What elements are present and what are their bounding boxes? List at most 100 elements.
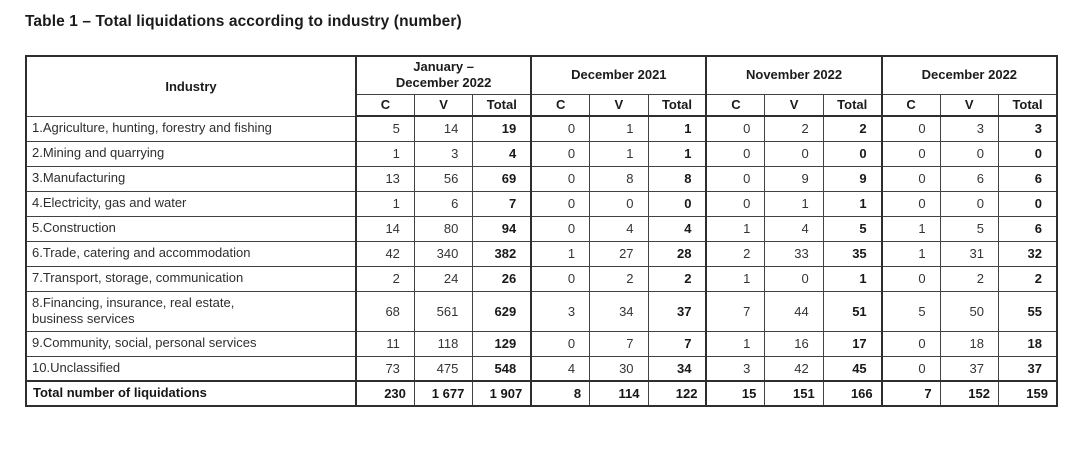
value-cell: 629 [472, 290, 532, 332]
table-row: 1.Agriculture, hunting, forestry and fis… [25, 115, 1058, 142]
column-group-jan-dec-2022: January – December 2022 [354, 55, 532, 95]
value-cell: 1 [647, 140, 707, 167]
value-cell: 1 [354, 190, 415, 217]
value-cell: 37 [939, 355, 999, 382]
value-cell: 27 [589, 240, 649, 267]
subheader-c: C [705, 93, 766, 117]
value-cell: 94 [472, 215, 532, 242]
value-cell: 51 [822, 290, 883, 332]
value-cell: 37 [647, 290, 707, 332]
value-cell: 0 [880, 265, 941, 292]
value-cell: 0 [530, 190, 591, 217]
total-row: Total number of liquidations 230 1 677 1… [25, 380, 1058, 407]
table-row: 4.Electricity, gas and water 1 6 7 0 0 0… [25, 190, 1058, 217]
subheader-v: V [939, 93, 999, 117]
table-row: 7.Transport, storage, communication 2 24… [25, 265, 1058, 292]
value-cell: 7 [647, 330, 707, 357]
value-cell: 166 [822, 380, 883, 407]
value-cell: 2 [354, 265, 415, 292]
value-cell: 3 [530, 290, 591, 332]
value-cell: 0 [822, 140, 883, 167]
table-row: 3.Manufacturing 13 56 69 0 8 8 0 9 9 0 6… [25, 165, 1058, 192]
value-cell: 0 [530, 140, 591, 167]
industry-label: 10.Unclassified [25, 355, 357, 382]
table-row: 5.Construction 14 80 94 0 4 4 1 4 5 1 5 … [25, 215, 1058, 242]
industry-label: 1.Agriculture, hunting, forestry and fis… [25, 115, 357, 142]
value-cell: 18 [939, 330, 999, 357]
value-cell: 0 [530, 265, 591, 292]
subheader-c: C [530, 93, 591, 117]
value-cell: 28 [647, 240, 707, 267]
value-cell: 14 [413, 115, 474, 142]
value-cell: 9 [764, 165, 824, 192]
subheader-total: Total [472, 93, 532, 117]
value-cell: 0 [880, 190, 941, 217]
value-cell: 1 [354, 140, 415, 167]
value-cell: 5 [880, 290, 941, 332]
subheader-c: C [354, 93, 415, 117]
value-cell: 42 [354, 240, 415, 267]
table-row: 6.Trade, catering and accommodation 42 3… [25, 240, 1058, 267]
value-cell: 0 [997, 190, 1058, 217]
value-cell: 2 [764, 115, 824, 142]
value-cell: 1 [880, 215, 941, 242]
value-cell: 2 [705, 240, 766, 267]
value-cell: 4 [530, 355, 591, 382]
value-cell: 45 [822, 355, 883, 382]
value-cell: 0 [705, 190, 766, 217]
value-cell: 5 [939, 215, 999, 242]
value-cell: 4 [589, 215, 649, 242]
value-cell: 129 [472, 330, 532, 357]
value-cell: 6 [997, 215, 1058, 242]
value-cell: 31 [939, 240, 999, 267]
value-cell: 548 [472, 355, 532, 382]
table-row: 10.Unclassified 73 475 548 4 30 34 3 42 … [25, 355, 1058, 382]
table-row: 9.Community, social, personal services 1… [25, 330, 1058, 357]
value-cell: 8 [589, 165, 649, 192]
value-cell: 6 [939, 165, 999, 192]
value-cell: 475 [413, 355, 474, 382]
value-cell: 4 [647, 215, 707, 242]
value-cell: 561 [413, 290, 474, 332]
subheader-total: Total [647, 93, 707, 117]
industry-label: 5.Construction [25, 215, 357, 242]
subheader-total: Total [997, 93, 1058, 117]
industry-label: 7.Transport, storage, communication [25, 265, 357, 292]
value-cell: 69 [472, 165, 532, 192]
value-cell: 0 [705, 115, 766, 142]
value-cell: 114 [589, 380, 649, 407]
value-cell: 13 [354, 165, 415, 192]
value-cell: 7 [705, 290, 766, 332]
value-cell: 7 [472, 190, 532, 217]
value-cell: 0 [997, 140, 1058, 167]
value-cell: 0 [939, 140, 999, 167]
value-cell: 2 [939, 265, 999, 292]
value-cell: 56 [413, 165, 474, 192]
value-cell: 2 [822, 115, 883, 142]
value-cell: 118 [413, 330, 474, 357]
value-cell: 151 [764, 380, 824, 407]
value-cell: 0 [880, 355, 941, 382]
column-group-nov-2022: November 2022 [705, 55, 883, 95]
value-cell: 68 [354, 290, 415, 332]
value-cell: 3 [939, 115, 999, 142]
value-cell: 34 [589, 290, 649, 332]
value-cell: 0 [589, 190, 649, 217]
value-cell: 3 [705, 355, 766, 382]
value-cell: 230 [354, 380, 415, 407]
column-group-dec-2022: December 2022 [880, 55, 1058, 95]
value-cell: 0 [939, 190, 999, 217]
industry-label: 6.Trade, catering and accommodation [25, 240, 357, 267]
value-cell: 17 [822, 330, 883, 357]
column-group-dec-2021: December 2021 [530, 55, 707, 95]
value-cell: 37 [997, 355, 1058, 382]
value-cell: 0 [880, 115, 941, 142]
value-cell: 1 [589, 140, 649, 167]
value-cell: 0 [880, 140, 941, 167]
value-cell: 0 [705, 165, 766, 192]
industry-column-header: Industry [25, 55, 357, 117]
value-cell: 19 [472, 115, 532, 142]
value-cell: 159 [997, 380, 1058, 407]
value-cell: 122 [647, 380, 707, 407]
